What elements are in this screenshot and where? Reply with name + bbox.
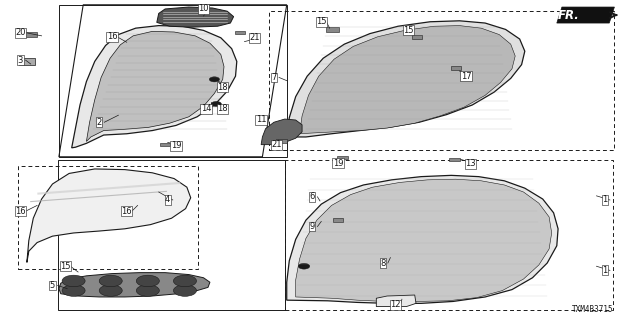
Circle shape [99,285,122,296]
Bar [412,35,422,39]
Polygon shape [557,7,614,23]
Polygon shape [59,273,210,297]
Polygon shape [157,7,234,27]
Text: 4: 4 [165,196,170,204]
Text: 16: 16 [15,207,26,216]
Bar [18,166,198,269]
Text: 12: 12 [390,300,401,309]
Polygon shape [296,179,552,301]
Text: 1: 1 [602,196,607,204]
Bar [24,32,37,37]
Text: 7: 7 [271,73,276,82]
Bar [58,160,285,310]
Bar [337,156,348,159]
Circle shape [173,285,196,296]
Circle shape [173,275,196,287]
Circle shape [298,263,310,269]
Polygon shape [300,26,515,134]
Text: 3: 3 [18,56,23,65]
Text: 8: 8 [380,259,385,268]
Polygon shape [72,26,237,148]
Bar [449,157,460,161]
Text: 5: 5 [50,281,55,290]
Text: 15: 15 [403,26,413,35]
Text: 17: 17 [461,72,471,81]
Bar [451,66,461,70]
Text: FR.: FR. [558,9,580,21]
Bar [160,143,170,147]
Text: 18: 18 [218,104,228,113]
Polygon shape [261,119,302,145]
Bar [59,5,287,157]
Text: 1: 1 [602,266,607,275]
Bar [276,140,287,143]
Circle shape [62,275,85,287]
Circle shape [211,101,221,107]
Text: 14: 14 [201,104,211,113]
Text: TXM4B3715: TXM4B3715 [572,305,613,314]
Text: 15: 15 [316,17,326,26]
Text: 13: 13 [465,159,476,168]
Bar [285,160,613,310]
Bar [19,58,35,65]
Bar [235,31,245,35]
Bar [333,218,343,222]
Text: 16: 16 [107,32,117,41]
Text: 9: 9 [310,222,315,231]
Circle shape [99,275,122,287]
Polygon shape [27,169,191,262]
Text: 19: 19 [171,141,181,150]
Polygon shape [376,295,416,307]
Circle shape [136,275,159,287]
Text: 18: 18 [218,83,228,92]
Text: 2: 2 [97,118,102,127]
Text: 21: 21 [250,33,260,42]
Circle shape [209,77,220,82]
Text: 21: 21 [271,140,282,149]
Polygon shape [287,175,558,303]
Text: 15: 15 [60,262,70,271]
Text: 11: 11 [256,116,266,124]
Circle shape [136,285,159,296]
Text: 20: 20 [15,28,26,37]
Polygon shape [287,21,525,137]
Text: 6: 6 [310,192,315,201]
Bar [269,11,614,150]
Circle shape [62,285,85,296]
Polygon shape [86,31,224,141]
Text: 16: 16 [122,207,132,216]
Bar [326,27,339,32]
Text: 10: 10 [198,4,209,13]
Text: 19: 19 [333,159,343,168]
